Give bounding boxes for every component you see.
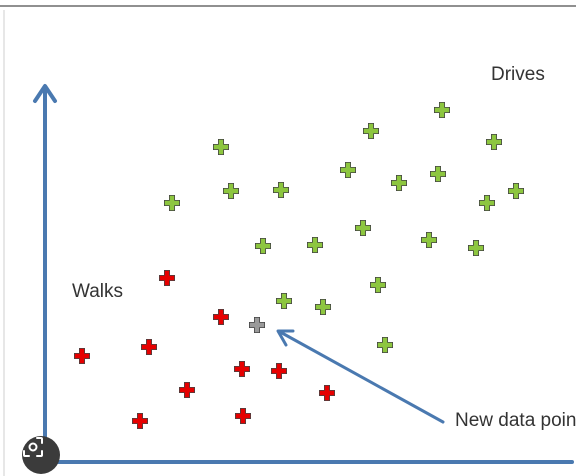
walks-label: Walks bbox=[72, 281, 123, 302]
drives-point bbox=[468, 240, 484, 256]
lens-scan-button[interactable] bbox=[22, 436, 60, 474]
drives-point bbox=[486, 134, 502, 150]
walks-point bbox=[319, 385, 335, 401]
drives-point bbox=[213, 139, 229, 155]
new-point-arrow bbox=[276, 329, 445, 424]
drives-point bbox=[315, 299, 331, 315]
walks-point bbox=[179, 382, 195, 398]
drives-point bbox=[273, 182, 289, 198]
drives-point bbox=[479, 195, 495, 211]
drives-point bbox=[508, 183, 524, 199]
walks-points bbox=[74, 270, 335, 429]
drives-point bbox=[255, 238, 271, 254]
drives-point bbox=[377, 337, 393, 353]
drives-point bbox=[276, 293, 292, 309]
new-data-point-label: New data point bbox=[455, 410, 576, 431]
walks-point bbox=[235, 408, 251, 424]
lens-scan-icon bbox=[23, 437, 43, 457]
walks-point bbox=[213, 309, 229, 325]
drives-point bbox=[340, 162, 356, 178]
drives-label: Drives bbox=[491, 64, 545, 85]
walks-point bbox=[74, 348, 90, 364]
drives-point bbox=[391, 175, 407, 191]
walks-point bbox=[159, 270, 175, 286]
walks-point bbox=[132, 413, 148, 429]
walks-point bbox=[141, 339, 157, 355]
drives-point bbox=[370, 277, 386, 293]
drives-point bbox=[307, 237, 323, 253]
drives-point bbox=[223, 183, 239, 199]
y-axis bbox=[33, 84, 57, 464]
drives-point bbox=[355, 220, 371, 236]
new-data-point-marker bbox=[249, 317, 265, 333]
new-data-point bbox=[249, 317, 265, 333]
drives-point bbox=[430, 166, 446, 182]
walks-point bbox=[271, 363, 287, 379]
drives-point bbox=[421, 232, 437, 248]
drives-point bbox=[363, 123, 379, 139]
drives-points bbox=[164, 102, 524, 353]
drives-point bbox=[434, 102, 450, 118]
walks-point bbox=[234, 361, 250, 377]
drives-point bbox=[164, 195, 180, 211]
